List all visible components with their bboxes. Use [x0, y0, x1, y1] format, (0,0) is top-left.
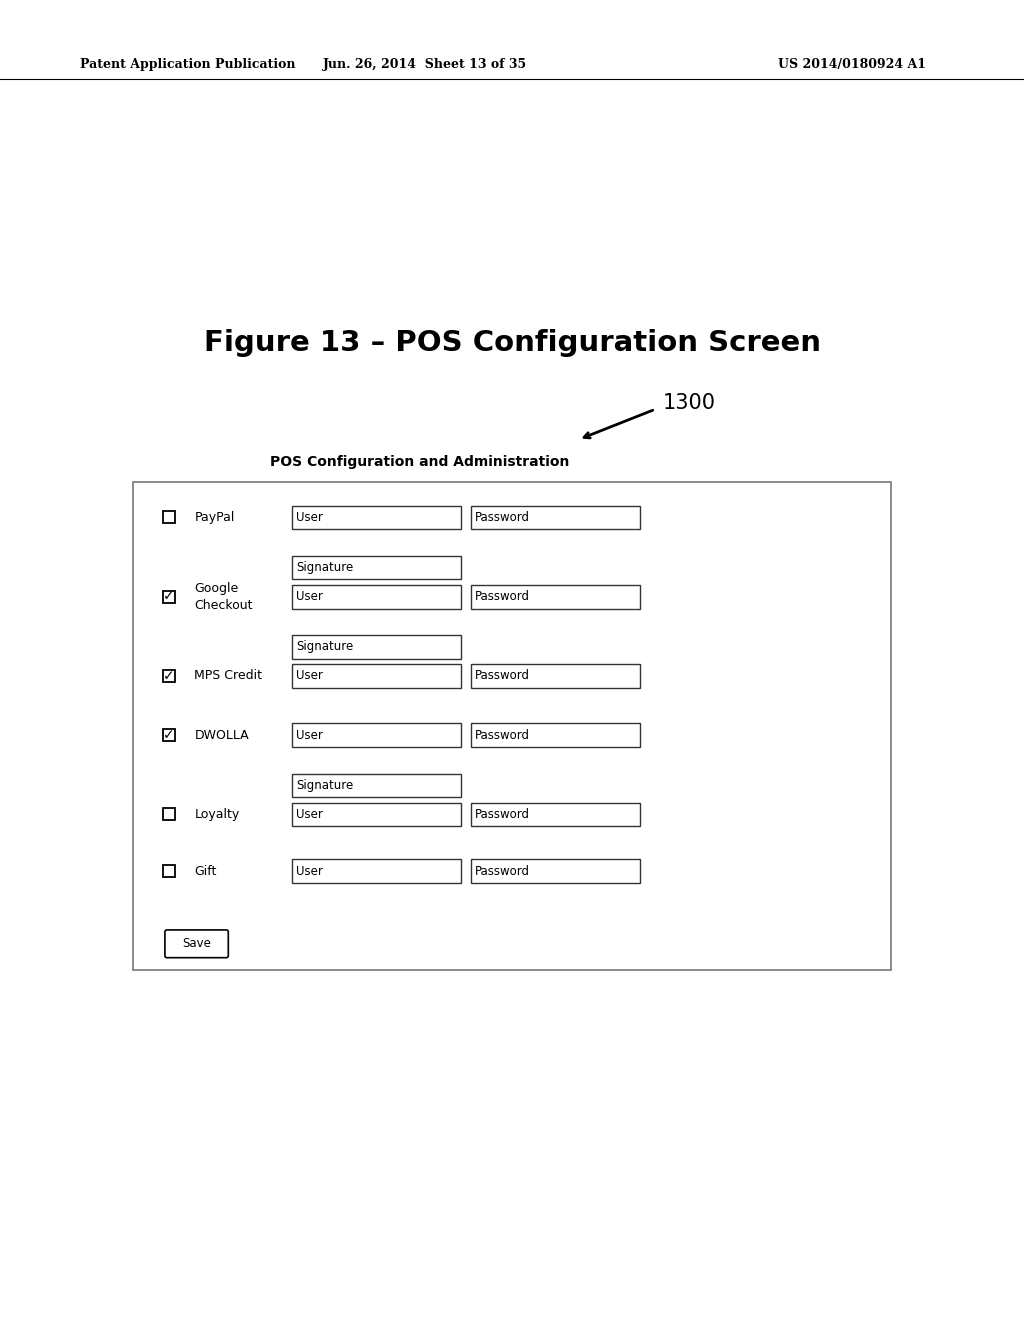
- Text: User: User: [296, 669, 323, 682]
- Text: Password: Password: [475, 729, 530, 742]
- Text: POS Configuration and Administration: POS Configuration and Administration: [270, 455, 569, 469]
- Text: Loyalty: Loyalty: [195, 808, 240, 821]
- Bar: [292, 506, 461, 529]
- Bar: [163, 729, 175, 742]
- Bar: [163, 808, 175, 821]
- Bar: [471, 506, 640, 529]
- Text: Gift: Gift: [195, 865, 217, 878]
- Text: Save: Save: [182, 937, 211, 950]
- Bar: [133, 482, 891, 970]
- Bar: [163, 669, 175, 682]
- Bar: [163, 865, 175, 878]
- Bar: [292, 859, 461, 883]
- Text: Signature: Signature: [296, 561, 353, 574]
- Text: ✓: ✓: [163, 729, 175, 742]
- Bar: [292, 774, 461, 797]
- FancyBboxPatch shape: [165, 929, 228, 958]
- Bar: [471, 664, 640, 688]
- Text: Jun. 26, 2014  Sheet 13 of 35: Jun. 26, 2014 Sheet 13 of 35: [323, 58, 527, 71]
- Text: 1300: 1300: [663, 392, 716, 413]
- Bar: [471, 723, 640, 747]
- Text: Password: Password: [475, 590, 530, 603]
- Text: ✓: ✓: [163, 669, 175, 682]
- Text: Figure 13 – POS Configuration Screen: Figure 13 – POS Configuration Screen: [204, 329, 820, 358]
- Text: User: User: [296, 808, 323, 821]
- Bar: [292, 664, 461, 688]
- Text: DWOLLA: DWOLLA: [195, 729, 249, 742]
- Bar: [471, 585, 640, 609]
- Text: Password: Password: [475, 669, 530, 682]
- Text: Checkout: Checkout: [195, 599, 253, 612]
- Bar: [292, 585, 461, 609]
- Bar: [471, 859, 640, 883]
- Text: Patent Application Publication: Patent Application Publication: [80, 58, 295, 71]
- Bar: [292, 723, 461, 747]
- Text: Signature: Signature: [296, 640, 353, 653]
- Bar: [292, 556, 461, 579]
- Bar: [163, 590, 175, 603]
- Text: Signature: Signature: [296, 779, 353, 792]
- Text: User: User: [296, 511, 323, 524]
- Text: Password: Password: [475, 511, 530, 524]
- Bar: [292, 803, 461, 826]
- Text: User: User: [296, 590, 323, 603]
- Bar: [163, 511, 175, 524]
- Text: Password: Password: [475, 808, 530, 821]
- Text: MPS Credit: MPS Credit: [195, 669, 262, 682]
- Text: ✓: ✓: [163, 590, 175, 603]
- Bar: [292, 635, 461, 659]
- Text: User: User: [296, 729, 323, 742]
- Text: US 2014/0180924 A1: US 2014/0180924 A1: [778, 58, 927, 71]
- Bar: [471, 803, 640, 826]
- Text: PayPal: PayPal: [195, 511, 234, 524]
- Text: Google: Google: [195, 582, 239, 595]
- Text: User: User: [296, 865, 323, 878]
- Text: Password: Password: [475, 865, 530, 878]
